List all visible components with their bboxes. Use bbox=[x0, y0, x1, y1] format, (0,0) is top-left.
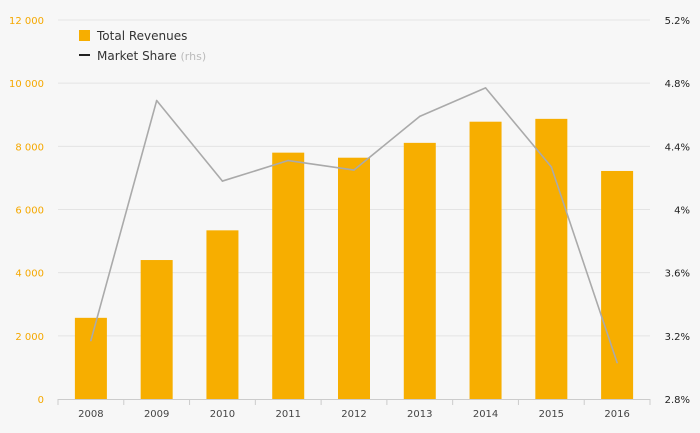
x-axis-tick-label: 2009 bbox=[144, 409, 169, 420]
point-market-share-2008 bbox=[90, 339, 92, 342]
bar-total-revenues-2016 bbox=[601, 170, 634, 399]
x-axis-tick-label: 2011 bbox=[275, 409, 300, 420]
point-market-share-2014 bbox=[484, 87, 487, 89]
point-market-share-2010 bbox=[221, 180, 224, 182]
bar-total-revenues-2011 bbox=[272, 152, 305, 399]
legend-label-total-revenues: Total Revenues bbox=[96, 29, 187, 43]
point-market-share-2012 bbox=[353, 169, 355, 171]
x-axis-tick-label: 2010 bbox=[210, 409, 235, 420]
x-axis-tick-label: 2008 bbox=[78, 409, 103, 420]
x-axis-tick-label: 2012 bbox=[341, 409, 366, 420]
left-axis-tick-label: 10 000 bbox=[9, 79, 44, 90]
left-axis-tick-label: 2 000 bbox=[15, 332, 44, 343]
left-axis-tick-label: 8 000 bbox=[15, 142, 44, 153]
x-axis-tick-label: 2013 bbox=[407, 409, 432, 420]
x-axis-tick-label: 2015 bbox=[539, 409, 564, 420]
right-axis-tick-label: 4.8% bbox=[665, 79, 690, 90]
point-market-share-2011 bbox=[287, 159, 290, 162]
bar-total-revenues-2010 bbox=[206, 230, 239, 399]
left-axis-tick-label: 12 000 bbox=[9, 16, 44, 27]
right-axis-tick-label: 4% bbox=[674, 206, 690, 217]
x-axis-tick-label: 2014 bbox=[473, 409, 498, 420]
bar-total-revenues-2015 bbox=[535, 118, 568, 399]
legend-label-rhs: (rhs) bbox=[181, 50, 207, 63]
left-axis-tick-label: 4 000 bbox=[15, 269, 44, 280]
right-axis-tick-label: 3.6% bbox=[665, 269, 690, 280]
x-axis-tick-label: 2016 bbox=[604, 409, 629, 420]
left-axis-tick-label: 0 bbox=[38, 395, 44, 406]
bar-total-revenues-2013 bbox=[403, 142, 436, 399]
point-market-share-2016 bbox=[616, 361, 618, 364]
point-market-share-2009 bbox=[155, 99, 158, 102]
legend-swatch-total-revenues bbox=[79, 30, 90, 41]
bar-total-revenues-2012 bbox=[338, 157, 370, 399]
point-market-share-2013 bbox=[418, 115, 421, 118]
right-axis-tick-label: 5.2% bbox=[665, 16, 690, 27]
bar-total-revenues-2009 bbox=[140, 260, 173, 399]
left-axis-tick-label: 6 000 bbox=[15, 206, 44, 217]
point-market-share-2015 bbox=[550, 166, 553, 168]
bar-total-revenues-2014 bbox=[469, 121, 502, 399]
legend-label-market-share: Market Share (rhs) bbox=[97, 49, 206, 63]
right-axis-tick-label: 4.4% bbox=[665, 142, 690, 153]
right-axis-tick-label: 3.2% bbox=[665, 332, 690, 343]
right-axis-tick-label: 2.8% bbox=[665, 395, 690, 406]
bar-total-revenues-2008 bbox=[74, 317, 107, 399]
